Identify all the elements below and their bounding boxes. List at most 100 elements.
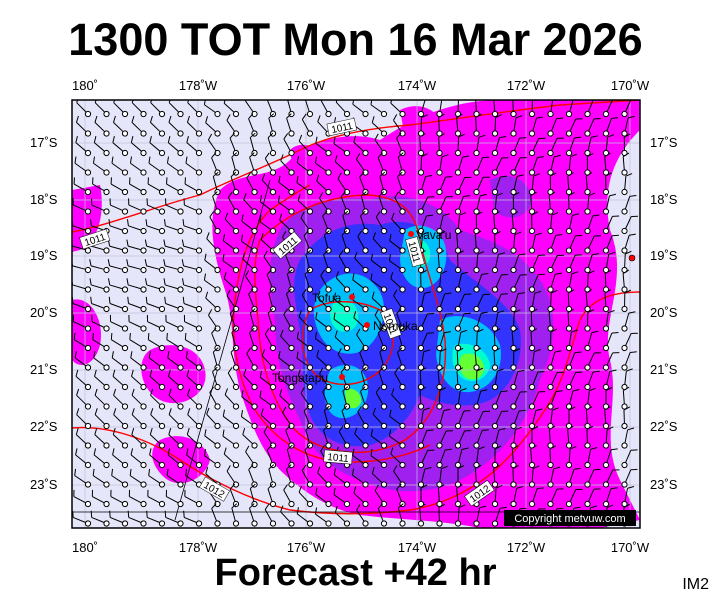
wind-barb	[259, 215, 277, 235]
wind-barb	[602, 251, 616, 274]
wind-barb	[565, 371, 583, 391]
wind-barb	[203, 449, 221, 469]
wind-barb	[473, 367, 484, 391]
wind-barb	[356, 504, 369, 527]
wind-barb	[203, 100, 221, 118]
wind-barb	[223, 100, 240, 118]
place-label: Vava'u	[416, 228, 451, 242]
wind-barb	[282, 406, 295, 430]
wind-barb	[491, 230, 501, 254]
wind-barb	[473, 429, 489, 449]
wind-barb	[91, 489, 110, 508]
wind-barb	[110, 332, 129, 352]
wind-barb	[602, 487, 618, 508]
wind-barb	[374, 484, 388, 508]
place-label: Tongatapu	[272, 371, 328, 385]
wind-barb	[621, 115, 635, 137]
wind-barb	[360, 386, 369, 410]
wind-barb	[267, 308, 277, 332]
wind-barb	[130, 351, 147, 371]
wind-barb	[547, 191, 556, 215]
axis-labels: 180˚ 178˚W 176˚W 174˚W 172˚W 170˚W 180˚ …	[30, 78, 678, 555]
wind-barb	[491, 175, 508, 196]
wind-barb	[259, 370, 277, 391]
wind-barb	[621, 406, 631, 430]
wind-barb	[491, 293, 508, 313]
wind-barb	[149, 135, 166, 157]
wind-barb	[491, 157, 509, 176]
wind-barb	[227, 191, 240, 215]
wind-barb	[397, 503, 406, 527]
wind-barb	[454, 230, 463, 254]
wind-barb	[131, 100, 147, 118]
wind-barb	[436, 367, 445, 391]
wind-barb	[91, 198, 110, 215]
wind-barb	[168, 388, 184, 410]
wind-barb	[333, 468, 351, 488]
wind-barb	[296, 176, 314, 196]
wind-barb	[417, 367, 427, 391]
forecast-label: Forecast +42 hr	[214, 552, 497, 594]
wind-barb	[397, 171, 406, 196]
wind-barb	[304, 444, 314, 469]
wind-barb	[436, 176, 453, 196]
wind-barb	[584, 172, 593, 196]
left-lat-label: 19˚S	[30, 248, 58, 263]
wind-barb	[226, 289, 240, 313]
wind-barb	[417, 386, 427, 410]
image-id: IM2	[682, 576, 709, 593]
wind-barb	[510, 391, 527, 410]
wind-barb	[602, 387, 613, 410]
wind-barb	[584, 270, 595, 293]
wind-barb	[454, 447, 469, 469]
wind-barb	[372, 232, 388, 254]
wind-barb	[436, 133, 445, 157]
wind-barb	[165, 198, 184, 215]
wind-barb	[510, 115, 523, 137]
wind-barb	[337, 348, 351, 371]
wind-barb	[168, 428, 184, 449]
wind-barb	[264, 328, 277, 352]
wind-barb	[357, 406, 369, 430]
wind-barb	[203, 273, 221, 293]
wind-barb	[491, 506, 507, 527]
wind-barb	[454, 504, 466, 527]
wind-barb	[417, 100, 426, 118]
wind-barb	[602, 406, 611, 430]
wind-barb	[602, 215, 620, 235]
wind-barb	[473, 505, 487, 527]
wind-barb	[547, 371, 564, 391]
wind-barb	[565, 118, 583, 137]
wind-barb	[184, 332, 203, 352]
wind-barb	[245, 270, 258, 293]
wind-barb	[147, 177, 166, 196]
left-lat-label: 21˚S	[30, 362, 58, 377]
wind-barb	[246, 172, 258, 196]
rain-peak	[345, 353, 485, 409]
wind-barb	[261, 173, 277, 196]
wind-barb	[230, 347, 240, 371]
wind-barb	[417, 174, 433, 196]
wind-barb	[473, 251, 485, 274]
wind-barb	[131, 388, 147, 410]
wind-barb	[94, 115, 110, 137]
wind-barb	[163, 259, 184, 274]
wind-barb	[242, 428, 258, 449]
marker-dot-icon	[628, 254, 636, 262]
copyright-box: Copyright metvuw.com	[504, 510, 636, 526]
wind-barb	[249, 483, 258, 508]
wind-barb	[131, 408, 147, 430]
wind-barb	[335, 100, 351, 118]
wind-barb	[73, 177, 92, 196]
wind-barb	[296, 156, 314, 176]
wind-barb	[491, 445, 502, 469]
place-nomuka: Nomuka	[364, 319, 418, 333]
top-lon-label: 174˚W	[398, 78, 437, 93]
wind-barb	[454, 271, 469, 293]
wind-barb	[186, 369, 203, 391]
wind-barb	[338, 250, 351, 274]
wind-barb	[92, 156, 110, 176]
wind-barb	[473, 211, 483, 235]
place-dot-icon	[364, 322, 370, 328]
wind-barb	[240, 410, 258, 430]
